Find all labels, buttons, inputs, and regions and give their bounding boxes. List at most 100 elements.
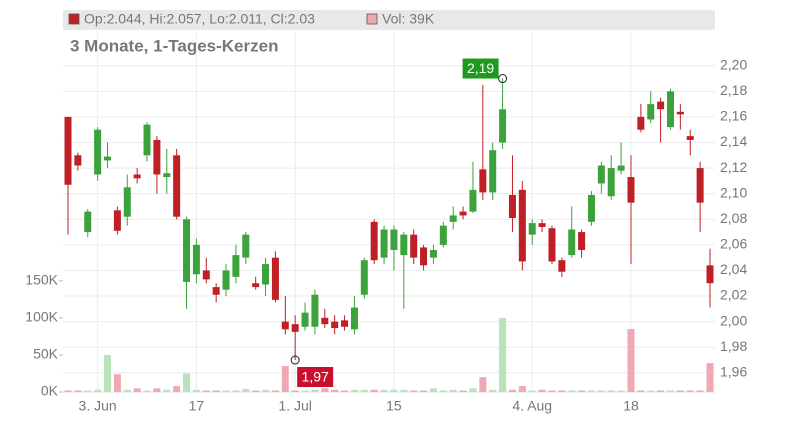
x-tick-label: 3. Jun [79, 398, 117, 414]
volume-bar [558, 390, 566, 392]
volume-bar [64, 390, 72, 392]
candle-body [657, 101, 665, 110]
candle-body [74, 155, 82, 166]
volume-bar [528, 390, 536, 392]
volume-bar [538, 389, 546, 392]
candle-body [113, 210, 121, 231]
volume-bar [123, 389, 131, 392]
volume-bar [676, 390, 684, 392]
annotation-label: 2,19 [467, 60, 494, 76]
volume-bar [163, 389, 171, 392]
ohlc-key [68, 13, 80, 25]
volume-bar [587, 390, 595, 392]
candle-body [321, 317, 329, 325]
y-tick-label: 2,02 [720, 287, 747, 303]
x-tick-label: 15 [386, 398, 402, 414]
candle-body [291, 324, 299, 332]
y2-tick-label: 100K [25, 309, 58, 325]
volume-bar [84, 390, 92, 392]
volume-bar [173, 386, 181, 392]
candle-body [143, 124, 151, 156]
candle-body [301, 312, 309, 327]
candle-body [84, 211, 92, 233]
volume-bar [74, 390, 82, 392]
y-tick-label: 2,12 [720, 159, 747, 175]
volume-bar [548, 390, 556, 392]
candle-body [133, 174, 141, 179]
candle-body [173, 155, 181, 217]
candle-body [706, 265, 714, 284]
volume-bar [341, 390, 349, 392]
volume-bar [617, 390, 625, 392]
volume-bar [489, 389, 497, 392]
candle-body [647, 104, 655, 120]
volume-bar [390, 389, 398, 392]
volume-bar [202, 390, 210, 392]
volume-bar [696, 390, 704, 392]
volume-bar [281, 366, 289, 392]
volume-bar [143, 390, 151, 392]
annotation-point [498, 74, 508, 84]
volume-key [366, 13, 378, 25]
candle-body [479, 169, 487, 193]
candle-body [666, 91, 674, 128]
volume-bar [153, 388, 161, 392]
candle-body [64, 116, 72, 185]
annotation-box [462, 58, 499, 79]
candle-body [469, 189, 477, 212]
volume-bar [578, 390, 586, 392]
volume-bar [133, 388, 141, 392]
volume-bar [222, 390, 230, 392]
volume-bar [370, 389, 378, 392]
volume-bar [597, 390, 605, 392]
y-tick-label: 2,18 [720, 82, 747, 98]
candle-body [341, 320, 349, 327]
candle-body [252, 283, 260, 288]
candle-body [607, 168, 615, 197]
volume-bar [449, 389, 457, 392]
candle-body [686, 136, 694, 140]
y-tick-label: 2,16 [720, 108, 747, 124]
volume-bar [607, 390, 615, 392]
volume-bar [657, 390, 665, 392]
volume-bar [568, 390, 576, 392]
volume-bar [380, 389, 388, 392]
volume-bar [686, 390, 694, 392]
volume-bar [499, 317, 507, 392]
candle-body [518, 189, 526, 262]
volume-bar [104, 354, 112, 392]
candle-body [123, 187, 131, 217]
candle-body [350, 307, 358, 330]
candle-body [281, 321, 289, 330]
candle-body [242, 234, 250, 258]
candle-body [578, 232, 586, 250]
candle-body [587, 194, 595, 222]
candle-body [617, 165, 625, 171]
y2-tick-label: 150K [25, 272, 58, 288]
volume-bar [479, 377, 487, 392]
candle-body [311, 294, 319, 327]
candle-body [439, 225, 447, 245]
volume-bar [627, 329, 635, 392]
candle-body [271, 257, 279, 300]
volume-bar [518, 386, 526, 392]
candle-body [360, 260, 368, 295]
annotation-label: 1,97 [302, 369, 329, 385]
volume-bar [242, 389, 250, 392]
candle-body [163, 173, 171, 178]
volume-bar [183, 373, 191, 392]
candle-body [568, 229, 576, 256]
volume-bar [400, 389, 408, 392]
volume-bar [252, 390, 260, 392]
volume-bar [429, 388, 437, 392]
volume-bar [637, 390, 645, 392]
candle-body [528, 223, 536, 235]
candle-body [499, 109, 507, 143]
candle-body [331, 321, 339, 329]
candle-body [429, 249, 437, 258]
y2-tick-label: 0K [41, 383, 59, 399]
volume-bar [192, 389, 200, 392]
candle-body [202, 270, 210, 280]
y2-tick-label: 50K [33, 346, 59, 362]
